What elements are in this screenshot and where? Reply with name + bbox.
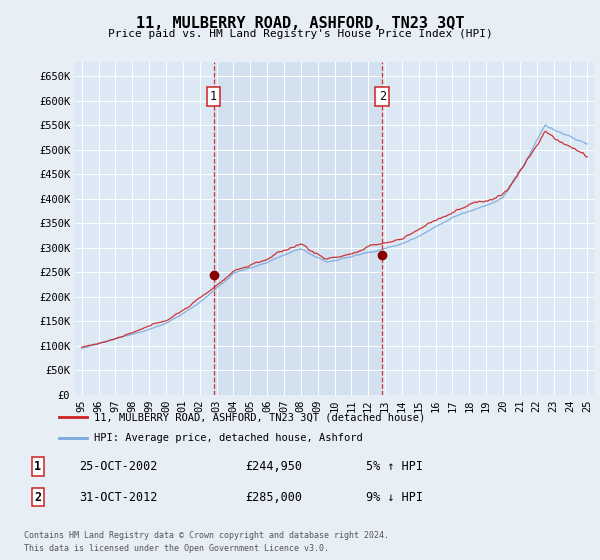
Text: HPI: Average price, detached house, Ashford: HPI: Average price, detached house, Ashf… [94,433,363,444]
Text: £285,000: £285,000 [245,491,302,503]
Text: £244,950: £244,950 [245,460,302,473]
Text: 5% ↑ HPI: 5% ↑ HPI [366,460,423,473]
Text: 2: 2 [379,90,386,103]
Text: 1: 1 [34,460,41,473]
Text: Contains HM Land Registry data © Crown copyright and database right 2024.: Contains HM Land Registry data © Crown c… [24,531,389,540]
Text: 9% ↓ HPI: 9% ↓ HPI [366,491,423,503]
Text: 25-OCT-2002: 25-OCT-2002 [79,460,158,473]
Text: 1: 1 [210,90,217,103]
Text: 2: 2 [34,491,41,503]
Text: This data is licensed under the Open Government Licence v3.0.: This data is licensed under the Open Gov… [24,544,329,553]
Text: 11, MULBERRY ROAD, ASHFORD, TN23 3QT (detached house): 11, MULBERRY ROAD, ASHFORD, TN23 3QT (de… [94,412,425,422]
Text: Price paid vs. HM Land Registry's House Price Index (HPI): Price paid vs. HM Land Registry's House … [107,29,493,39]
Text: 11, MULBERRY ROAD, ASHFORD, TN23 3QT: 11, MULBERRY ROAD, ASHFORD, TN23 3QT [136,16,464,31]
Text: 31-OCT-2012: 31-OCT-2012 [79,491,158,503]
Bar [214,62,382,395]
